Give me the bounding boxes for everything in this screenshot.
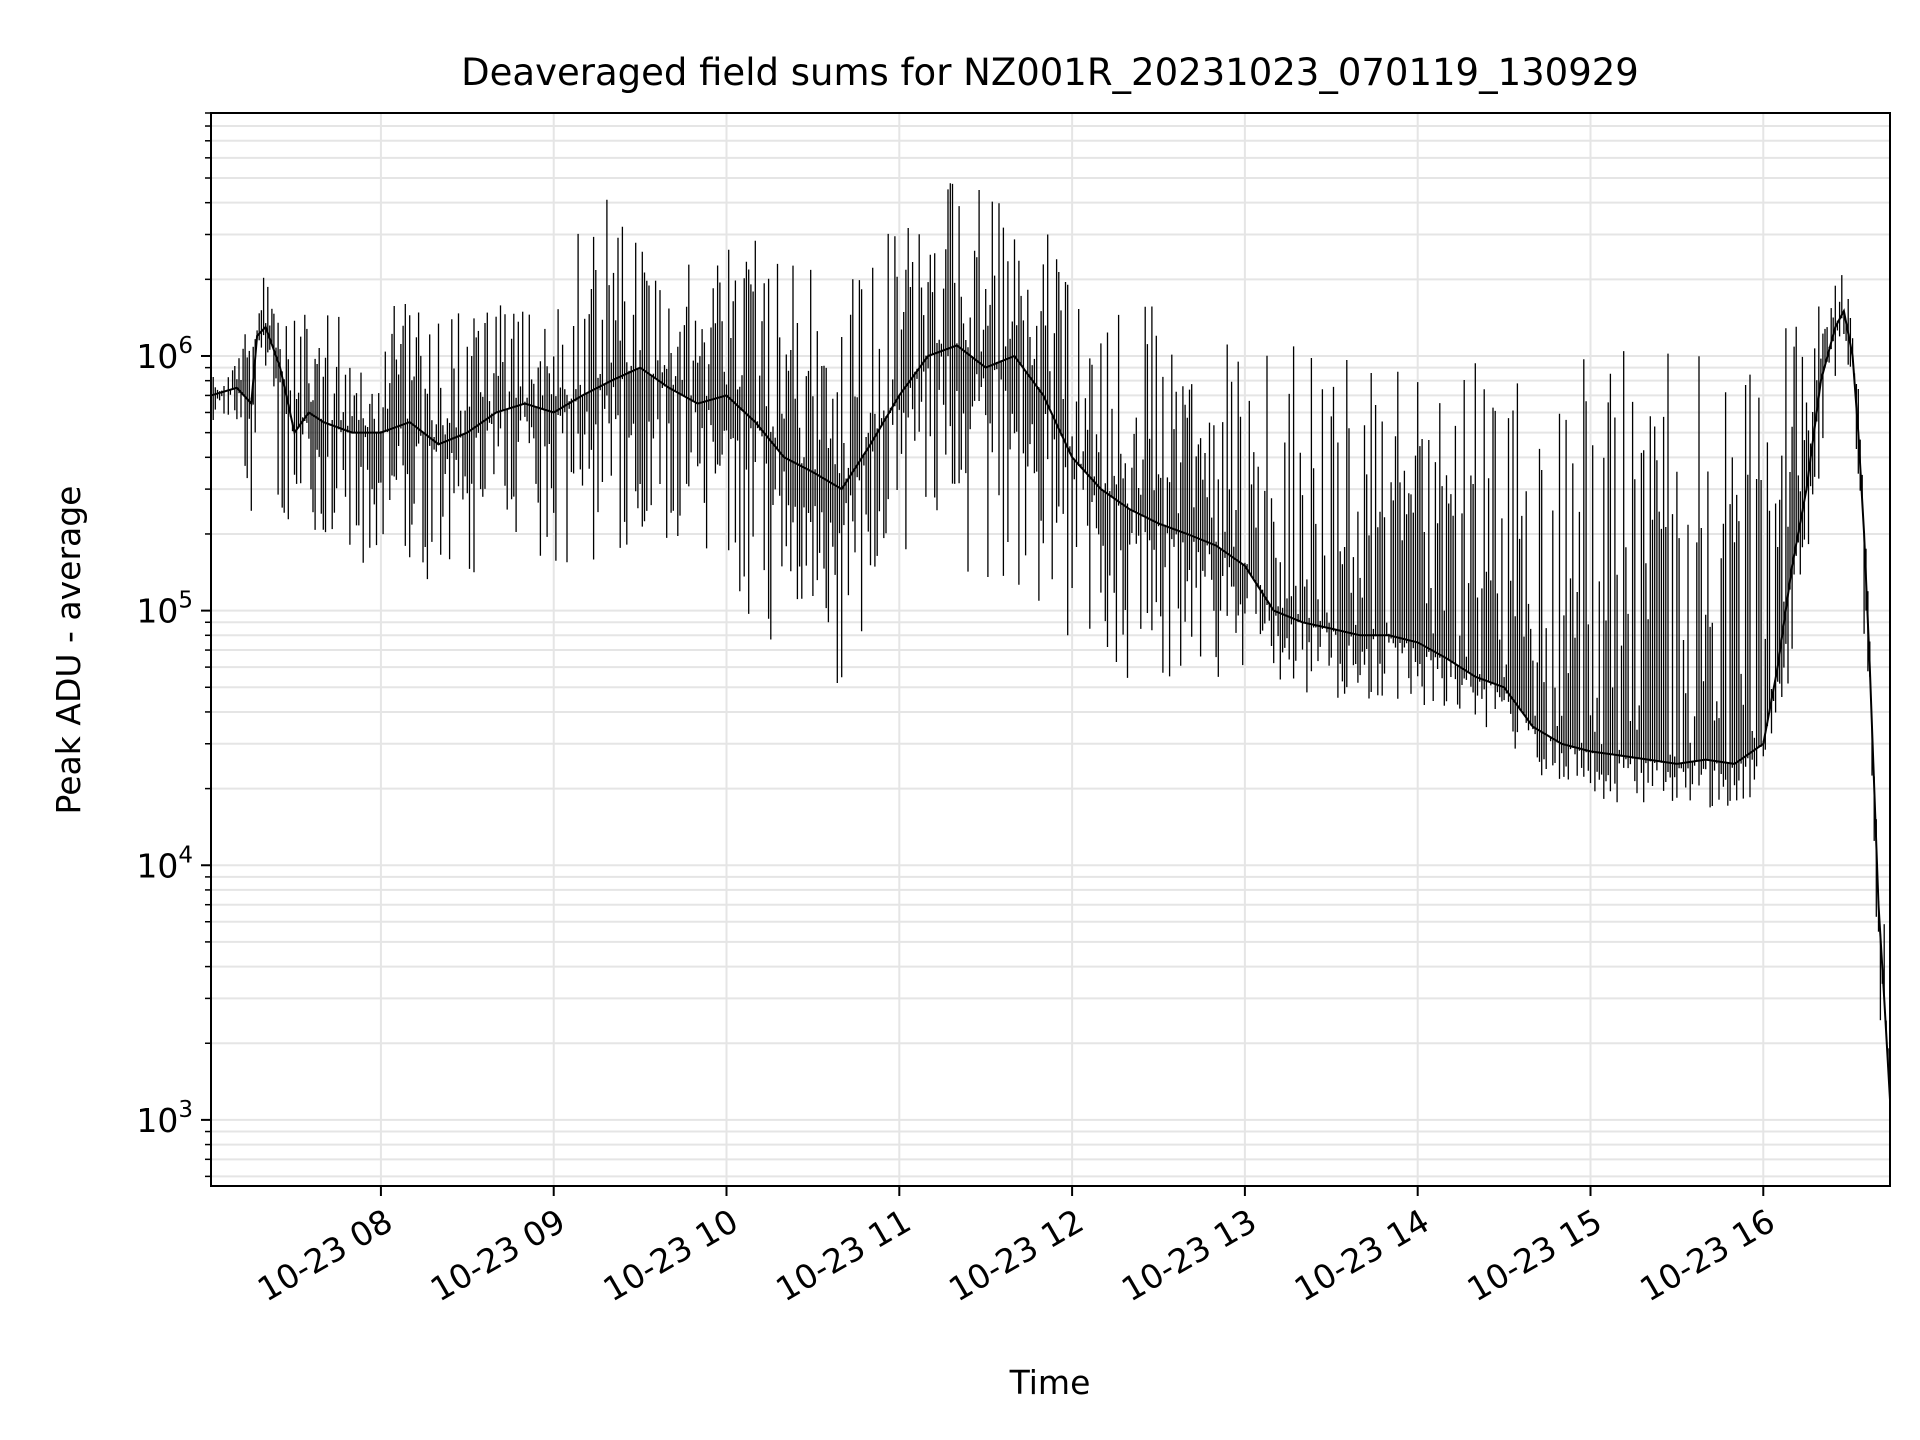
x-axis-label: Time [1009,1363,1091,1402]
y-tick-label: 106 [136,333,193,376]
y-axis-label: Peak ADU - average [49,486,88,815]
y-tick-label: 104 [136,842,193,885]
y-tick-exponent: 4 [178,842,193,868]
y-tick-exponent: 5 [178,588,193,614]
y-tick-exponent: 6 [178,333,193,359]
y-tick-exponent: 3 [178,1097,193,1123]
series-line-0 [210,308,1891,1100]
y-tick-label: 103 [136,1097,193,1140]
chart-title: Deaveraged field sums for NZ001R_2023102… [461,51,1639,94]
series-layer [210,183,1891,1100]
